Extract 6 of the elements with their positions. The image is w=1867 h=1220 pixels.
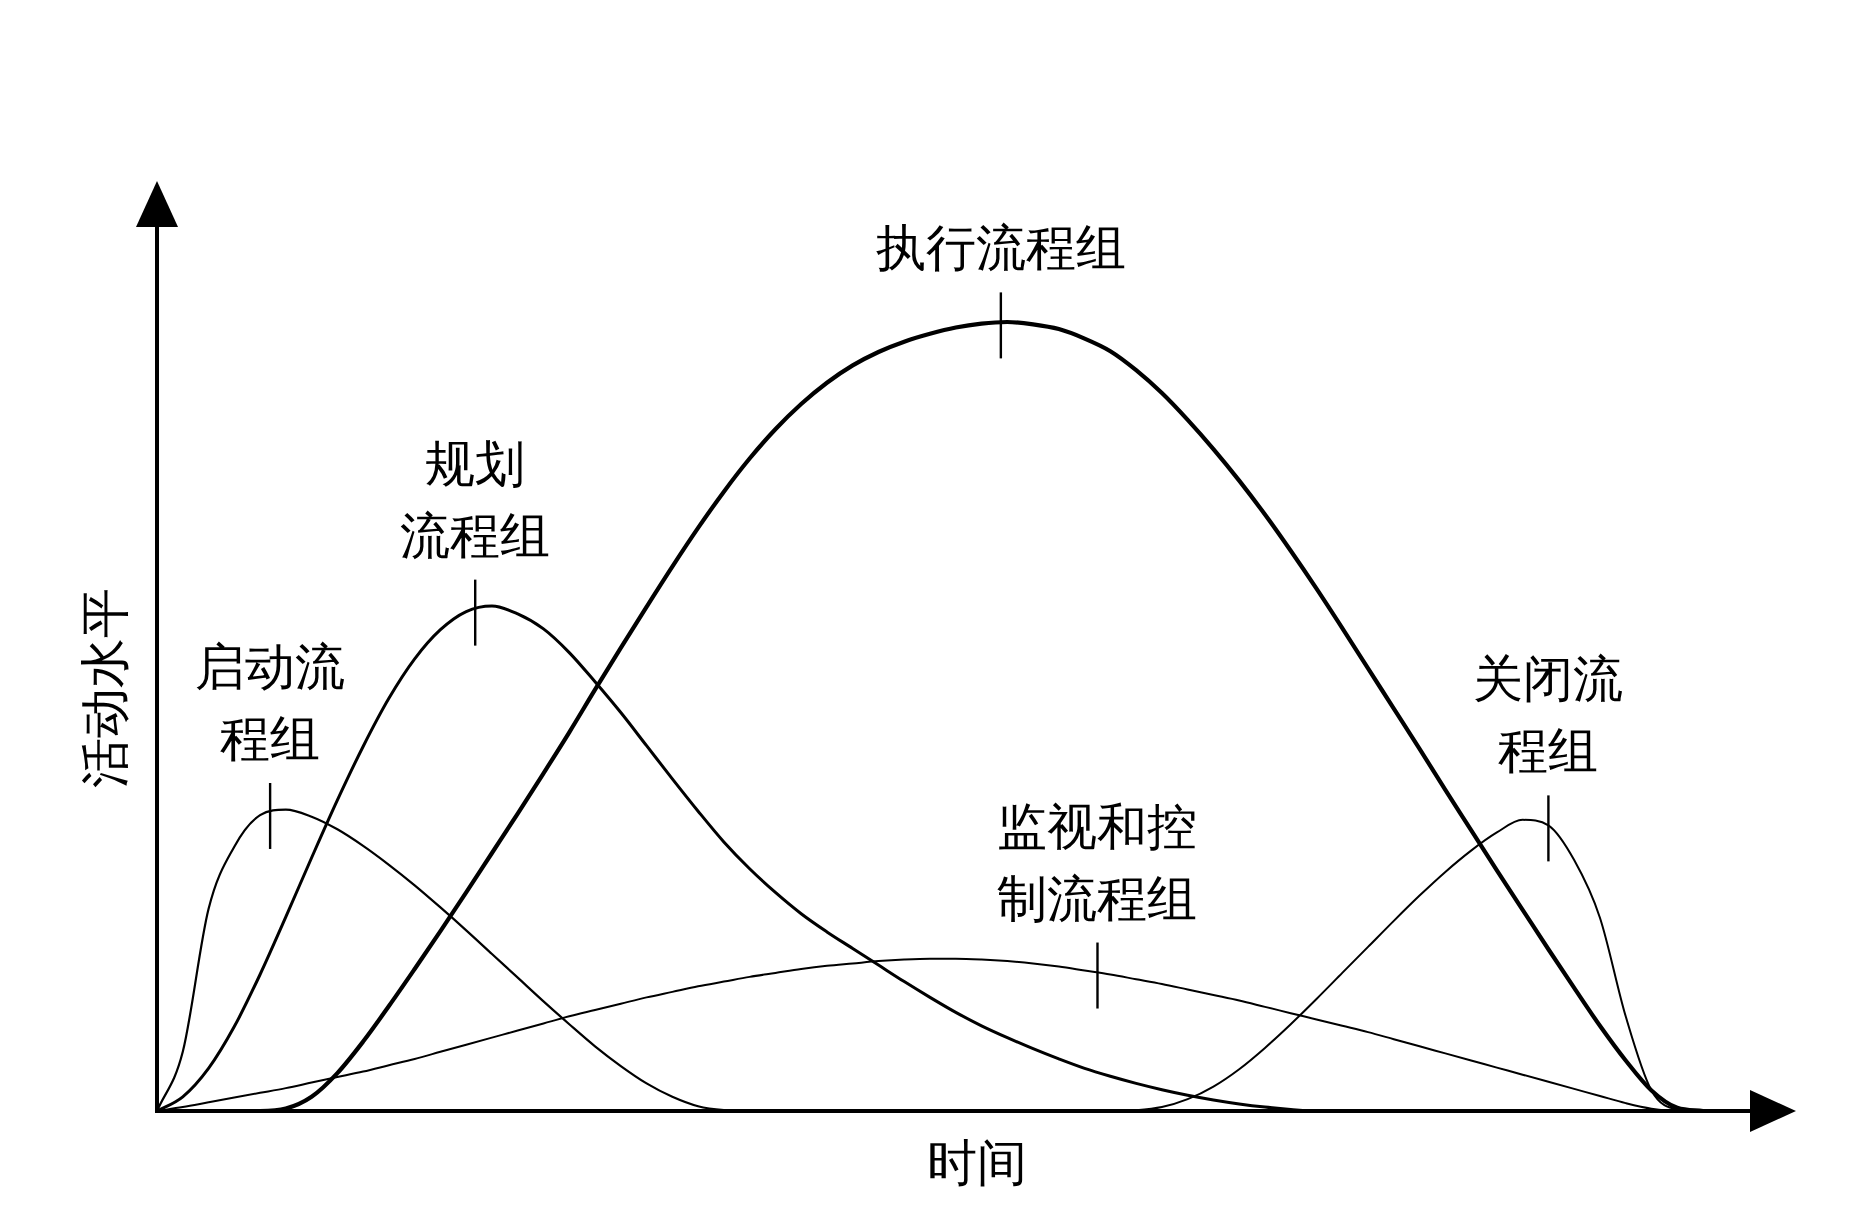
series-label: 规划流程组 xyxy=(400,434,551,565)
series-label: 启动流程组 xyxy=(195,637,346,768)
series-label: 关闭流程组 xyxy=(1473,650,1624,781)
series-label: 执行流程组 xyxy=(875,219,1126,278)
y-axis-title: 活动水平 xyxy=(76,588,134,788)
x-axis-title: 时间 xyxy=(926,1134,1027,1192)
